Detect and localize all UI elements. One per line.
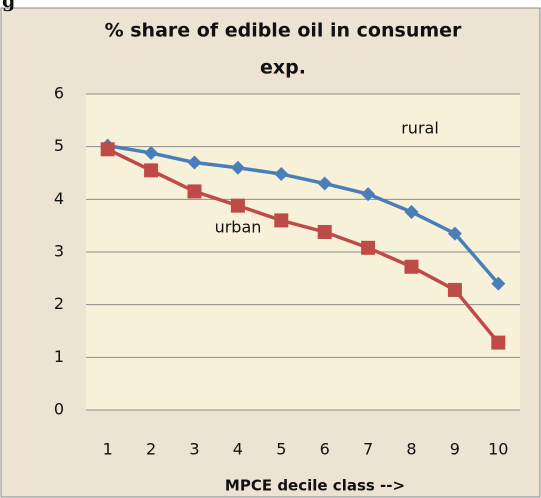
x-tick-label: 7: [363, 440, 373, 459]
marker: [491, 335, 506, 350]
y-tick-label: 3: [54, 242, 64, 261]
x-tick-label: 9: [450, 440, 460, 459]
y-tick-label: 6: [54, 84, 64, 103]
marker: [187, 184, 202, 199]
y-tick-label: 2: [54, 294, 64, 313]
y-tick-label: 5: [54, 136, 64, 155]
y-tick-label: 0: [54, 400, 64, 419]
marker: [274, 213, 289, 228]
series-line: [106, 147, 500, 344]
x-axis-label: MPCE decile class -->: [225, 477, 405, 495]
x-tick-label: 6: [320, 440, 330, 459]
marker: [230, 160, 245, 175]
marker: [491, 276, 506, 291]
marker: [144, 145, 159, 160]
marker: [361, 240, 376, 255]
series-label: urban: [215, 218, 262, 237]
marker: [144, 163, 159, 178]
marker: [274, 167, 289, 182]
y-tick-label: 1: [54, 347, 64, 366]
marker: [100, 142, 115, 157]
x-tick-label: 4: [233, 440, 243, 459]
marker: [317, 176, 332, 191]
x-tick-label: 8: [406, 440, 416, 459]
y-tick-label: 4: [54, 189, 64, 208]
marker: [187, 155, 202, 170]
chart-title: % share of edible oil in consumer: [105, 20, 462, 42]
x-tick-label: 2: [146, 440, 156, 459]
series-line: [107, 143, 500, 285]
chart-title: exp.: [260, 57, 306, 79]
x-tick-label: 3: [189, 440, 199, 459]
marker: [404, 259, 419, 274]
marker: [230, 198, 245, 213]
marker: [361, 187, 376, 202]
marker: [447, 226, 462, 241]
x-tick-label: 5: [276, 440, 286, 459]
marker: [447, 282, 462, 297]
series-label: rural: [401, 119, 439, 138]
x-tick-label: 10: [488, 440, 508, 459]
corner-text: g: [2, 0, 15, 12]
marker: [317, 224, 332, 239]
marker: [404, 204, 419, 219]
x-tick-label: 1: [103, 440, 113, 459]
